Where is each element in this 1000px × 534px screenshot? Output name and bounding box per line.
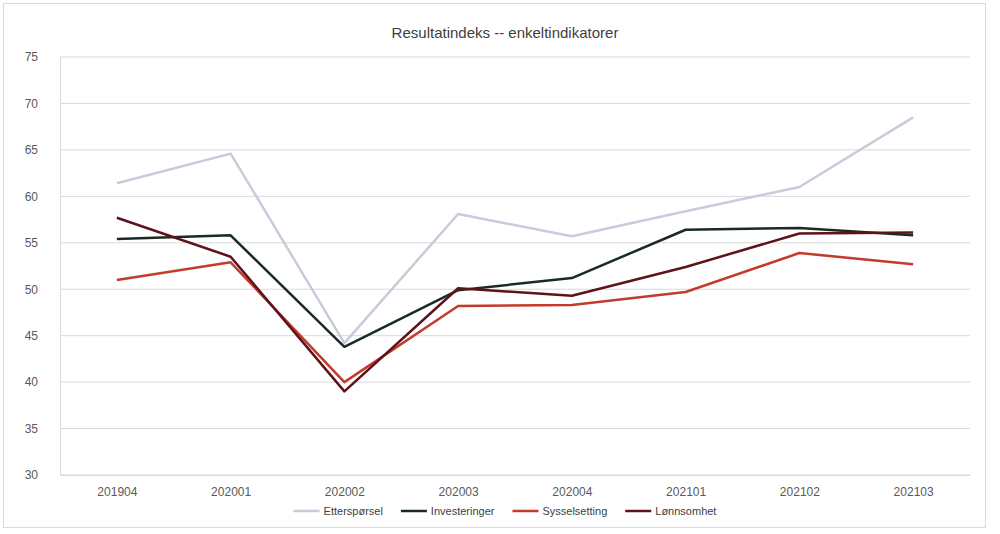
grid-line [60, 475, 970, 476]
legend-item: Investeringer [401, 505, 495, 517]
legend-item: Lønnsomhet [625, 505, 716, 517]
y-axis: 30 35 40 45 50 55 60 65 70 75 [25, 50, 61, 482]
legend-item: Sysselsetting [512, 505, 607, 517]
x-tick-label: 202103 [894, 485, 934, 499]
y-tick: 55 [25, 236, 60, 250]
x-tick: 202004 [552, 485, 592, 499]
x-tick-label: 202101 [666, 485, 706, 499]
series-line [117, 253, 913, 382]
y-tick: 30 [25, 468, 60, 482]
y-tick-label: 45 [25, 329, 39, 343]
y-tick-label: 35 [25, 422, 39, 436]
grid-line [60, 196, 970, 197]
x-tick-label: 202003 [439, 485, 479, 499]
legend-swatch [401, 510, 427, 513]
y-tick-label: 65 [25, 143, 39, 157]
legend-label: Investeringer [431, 505, 495, 517]
grid-line [60, 335, 970, 336]
y-tick-label: 30 [25, 468, 39, 482]
y-tick: 40 [25, 375, 60, 389]
y-tick-label: 50 [25, 283, 39, 297]
x-tick: 201904 [97, 485, 137, 499]
legend-label: Sysselsetting [542, 505, 607, 517]
grid-line [60, 242, 970, 243]
chart-frame [4, 4, 986, 528]
legend-swatch [512, 510, 538, 513]
y-tick-label: 55 [25, 236, 39, 250]
legend-swatch [294, 510, 320, 513]
grid-line [60, 289, 970, 290]
x-tick: 202102 [780, 485, 820, 499]
grid-line [60, 428, 970, 429]
x-tick: 202103 [894, 485, 934, 499]
grid-line [60, 103, 970, 104]
series-line [117, 228, 913, 347]
x-tick-label: 202001 [211, 485, 251, 499]
x-tick: 202002 [325, 485, 365, 499]
y-tick: 45 [25, 329, 60, 343]
x-tick-label: 201904 [97, 485, 137, 499]
grid-line [60, 382, 970, 383]
legend-swatch [625, 510, 651, 513]
y-tick: 65 [25, 143, 60, 157]
x-tick-label: 202004 [552, 485, 592, 499]
grid-line [60, 149, 970, 150]
lines [117, 117, 913, 391]
y-tick: 50 [25, 283, 60, 297]
legend: Etterspørsel Investeringer Sysselsetting Lø… [294, 505, 717, 517]
chart: Resultatindeks -- enkeltindikatorer 30 35 4… [0, 0, 1000, 534]
x-axis: 201904 202001 202002 202003 202004 202101 2021… [61, 476, 971, 499]
x-tick: 202003 [439, 485, 479, 499]
y-tick-label: 40 [25, 375, 39, 389]
x-tick-label: 202102 [780, 485, 820, 499]
y-axis-line [60, 58, 61, 476]
title: Resultatindeks -- enkeltindikatorer [392, 24, 619, 41]
series-line [117, 218, 913, 392]
legend-label: Lønnsomhet [655, 505, 716, 517]
x-tick-label: 202002 [325, 485, 365, 499]
legend-label: Etterspørsel [324, 505, 383, 517]
grid-line [60, 57, 970, 58]
legend-item: Etterspørsel [294, 505, 383, 517]
series-line [117, 117, 913, 343]
y-tick-label: 75 [25, 50, 39, 64]
y-tick-label: 60 [25, 190, 39, 204]
grid [60, 57, 970, 475]
y-tick-label: 70 [25, 97, 39, 111]
x-tick: 202101 [666, 485, 706, 499]
y-tick: 75 [25, 50, 60, 64]
y-tick: 70 [25, 97, 60, 111]
plot: 3035404550556065707520190420200120200220… [25, 50, 971, 498]
x-axis-line [61, 475, 971, 476]
y-tick: 60 [25, 190, 60, 204]
x-tick: 202001 [211, 485, 251, 499]
y-tick: 35 [25, 422, 60, 436]
